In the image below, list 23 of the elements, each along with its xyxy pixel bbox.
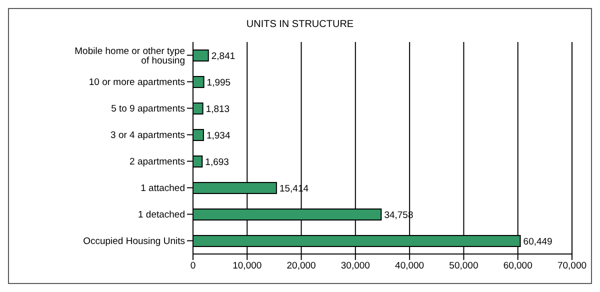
y-tick-label: 2 apartments — [130, 156, 186, 168]
x-tick-label: 70,000 — [557, 260, 587, 272]
y-tick-label: Occupied Housing Units — [83, 236, 186, 248]
data-label: 1,693 — [205, 156, 229, 168]
data-label: 1,934 — [206, 130, 230, 142]
y-tick-label: 5 to 9 apartments — [111, 104, 186, 115]
y-tick-label: 10 or more apartments — [88, 77, 186, 88]
x-tick-label: 40,000 — [395, 260, 424, 272]
x-tick-label: 30,000 — [340, 260, 370, 272]
x-tick-label: 50,000 — [449, 260, 478, 272]
y-tick-label: 1 attached — [140, 183, 185, 194]
data-label: 60,449 — [523, 236, 552, 248]
y-tick-label: 1 detached — [138, 210, 185, 221]
data-label: 2,841 — [211, 50, 236, 62]
x-tick-label: 60,000 — [503, 260, 532, 272]
y-tick-label: Mobile home or other type of housing — [74, 46, 185, 66]
x-tick-label: 20,000 — [286, 260, 316, 272]
chart-title: UNITS IN STRUCTURE — [245, 19, 355, 30]
data-label: 1,995 — [206, 77, 231, 88]
x-tick-label: 10,000 — [232, 260, 262, 272]
x-tick-label: 0 — [190, 260, 196, 272]
y-tick-label: 3 or 4 apartments — [110, 130, 186, 142]
data-label: 1,813 — [206, 104, 230, 115]
